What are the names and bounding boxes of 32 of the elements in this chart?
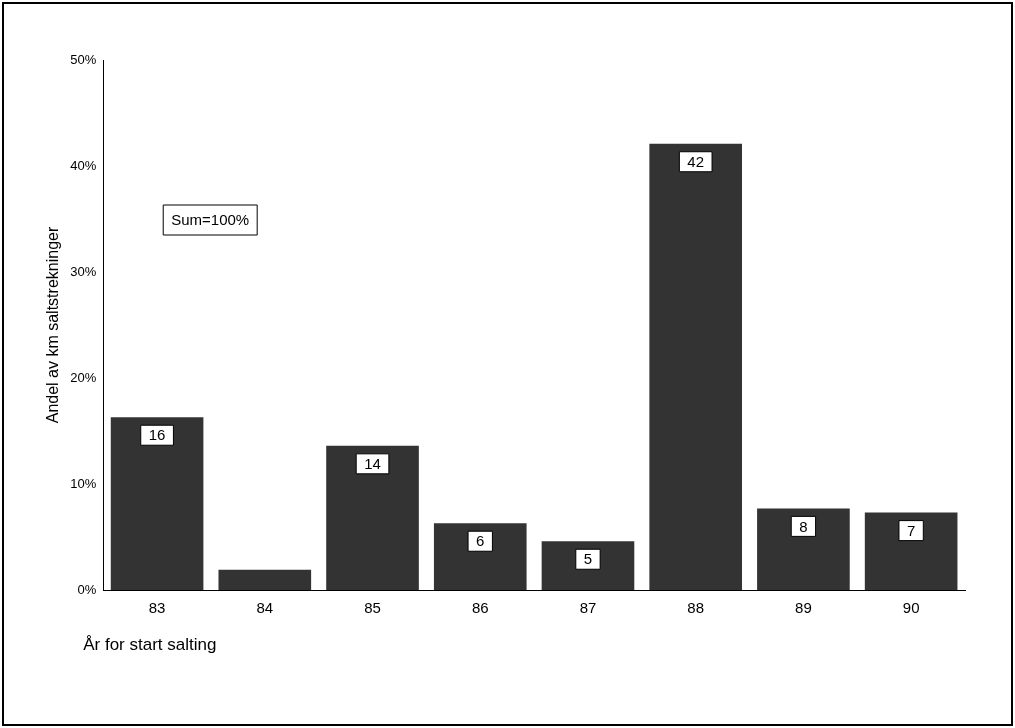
x-tick-label: 86 xyxy=(471,599,489,617)
data-label: 5 xyxy=(583,550,593,568)
bar xyxy=(110,417,204,590)
bar xyxy=(541,541,635,590)
annotation: Sum=100% xyxy=(171,211,250,229)
y-tick-label: 40% xyxy=(70,157,97,173)
x-tick-label: 85 xyxy=(364,599,381,617)
x-tick-label: 84 xyxy=(256,599,274,617)
x-tick-label: 87 xyxy=(579,599,597,617)
y-tick-label: 0% xyxy=(77,581,97,597)
y-tick-label: 30% xyxy=(70,263,97,279)
y-axis-title: Andel av km saltstrekninger xyxy=(44,226,62,424)
bar xyxy=(757,508,850,590)
bar xyxy=(326,445,419,590)
data-label: 6 xyxy=(476,532,485,550)
x-tick-label: 83 xyxy=(148,599,166,617)
bar xyxy=(649,143,743,590)
x-axis-title: År for start salting xyxy=(83,634,217,654)
data-label: 16 xyxy=(148,426,166,444)
bar xyxy=(218,569,312,590)
y-tick-label: 50% xyxy=(70,51,97,67)
y-tick-label: 20% xyxy=(70,369,97,385)
x-tick-label: 89 xyxy=(795,599,812,617)
x-tick-label: 88 xyxy=(687,599,705,617)
data-label: 8 xyxy=(799,517,808,535)
bar xyxy=(433,523,527,590)
data-label: 14 xyxy=(364,454,381,472)
y-tick-label: 10% xyxy=(70,475,97,491)
x-tick-label: 90 xyxy=(902,599,920,617)
data-label: 7 xyxy=(906,521,916,539)
data-label: 42 xyxy=(687,152,705,170)
bar xyxy=(864,512,958,590)
